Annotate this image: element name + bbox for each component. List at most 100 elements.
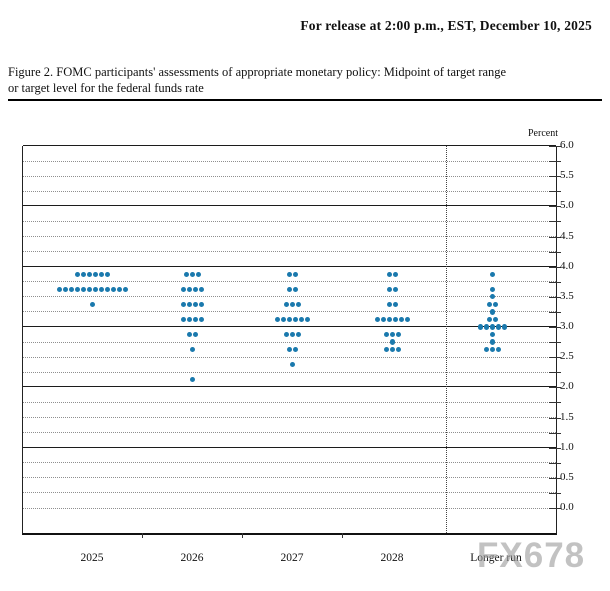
gridline-4.50 [23,236,556,237]
x-axis-label-longer-run: Longer run [470,552,522,564]
y-axis-tick [549,387,561,389]
projection-dot [69,286,75,292]
projection-dot [193,316,199,323]
y-axis-label: 3.0 [560,320,574,332]
projection-dot [496,324,502,330]
projection-dot [196,271,202,277]
gridline-0.00 [23,507,556,509]
y-axis-tick [549,296,561,298]
projection-dot [487,301,493,307]
projection-dot [490,331,496,338]
projection-dot [190,271,196,277]
projection-dot [393,301,399,307]
projection-dot [199,286,205,292]
projection-dot [399,316,405,323]
plot-area [22,145,557,535]
projection-dot [281,316,287,323]
projection-dot [75,271,81,277]
y-axis-unit-label: Percent [528,128,558,139]
caption-rule [8,99,602,101]
projection-dot [287,316,293,323]
y-axis-tick [549,206,561,208]
x-axis-tick [142,533,143,538]
longer-run-separator-line [446,146,447,533]
y-axis-label: 1.5 [560,410,574,423]
projection-dot [290,331,296,338]
projection-dot [384,347,390,353]
gridline-4.00 [23,265,556,267]
projection-dot [381,316,387,323]
projection-dot [287,347,293,353]
projection-dot [87,271,93,277]
y-axis-tick [549,417,561,419]
projection-dot [199,301,205,307]
projection-dot [490,347,496,353]
projection-dot [199,316,205,323]
projection-dot [490,286,496,292]
projection-dot [393,316,399,323]
y-axis-tick [549,447,561,449]
x-axis-label-2025: 2025 [80,552,104,564]
release-line: For release at 2:00 p.m., EST, December … [300,18,592,33]
projection-dot [293,347,299,353]
projection-dot [393,286,399,292]
projection-dot [187,331,193,338]
projection-dot [187,316,193,323]
projection-dot [387,271,393,277]
gridline-1.25 [23,432,556,434]
y-axis-tick [549,492,561,494]
projection-dot [63,286,69,292]
y-axis-tick [549,221,561,223]
y-axis-tick [549,311,561,313]
projection-dot [57,286,63,292]
y-axis-tick [549,327,561,328]
projection-dot [190,377,196,383]
y-axis-label: 0.0 [560,501,574,513]
projection-dot [390,347,396,353]
projection-dot [190,347,196,353]
projection-dot [490,309,496,315]
projection-dot [193,301,199,307]
gridline-0.50 [23,477,556,479]
y-axis-tick [549,432,561,434]
projection-dot [105,271,111,277]
projection-dot [487,316,493,323]
gridline-3.75 [23,281,556,283]
gridline-3.25 [23,311,556,313]
y-axis-tick [549,477,561,479]
projection-dot [99,271,105,277]
projection-dot [490,294,496,300]
gridline-2.25 [23,371,556,373]
gridline-5.75 [23,160,556,162]
gridline-5.50 [23,175,556,177]
gridline-6.00 [23,145,556,146]
projection-dot [193,286,199,292]
y-axis-label: 6.0 [560,139,574,151]
gridline-0.75 [23,462,556,464]
projection-dot [299,316,305,323]
y-axis-label: 0.5 [560,470,574,483]
projection-dot [181,301,187,307]
figure-caption: Figure 2. FOMC participants' assessments… [8,64,598,96]
projection-dot [387,286,393,292]
y-axis-tick [549,357,561,359]
projection-dot [193,331,199,338]
y-axis-tick [549,146,561,147]
projection-dot [75,286,81,292]
projection-dot [93,271,99,277]
gridline-1.00 [23,446,556,448]
projection-dot [181,316,187,323]
projection-dot [81,286,87,292]
projection-dot [490,271,496,277]
projection-dot [478,324,484,330]
gridline-2.50 [23,356,556,358]
projection-dot [390,339,396,345]
projection-dot [393,271,399,277]
y-axis-tick [549,161,561,163]
x-axis-label-2026: 2026 [180,552,204,564]
projection-dot [284,301,290,307]
projection-dot [490,339,496,345]
gridline-0.25 [23,492,556,494]
y-axis-tick [549,402,561,404]
projection-dot [293,316,299,323]
